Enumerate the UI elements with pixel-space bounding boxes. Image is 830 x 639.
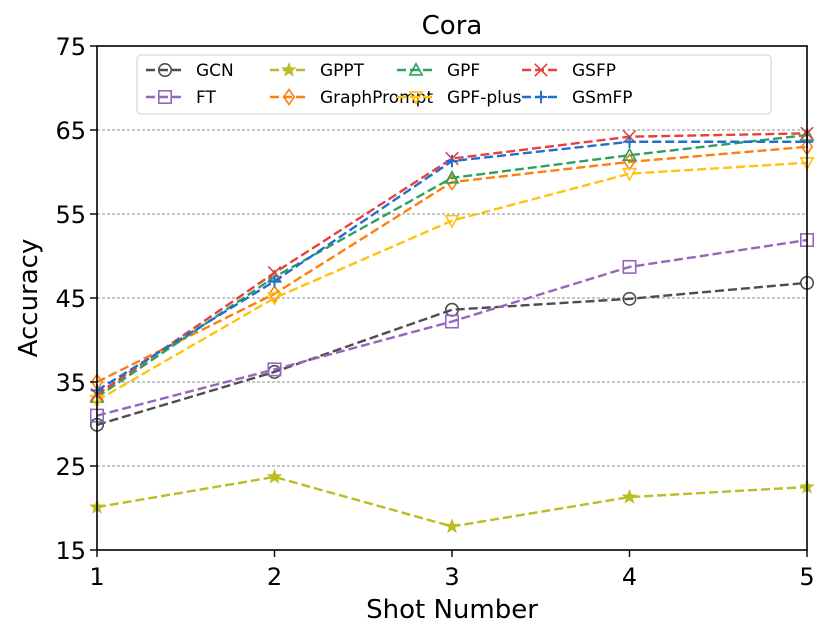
legend-box: [136, 54, 772, 115]
x-tick-label-4: 4: [622, 563, 637, 591]
point-gsmfp-3: [445, 154, 459, 168]
point-graphprompt-2: [268, 284, 281, 303]
x-axis-label: Shot Number: [366, 595, 538, 625]
series-line-gsfp: [96, 132, 808, 396]
legend-label-gppt: GPPT: [320, 61, 365, 81]
legend-item-gppt: GPPT: [270, 61, 365, 81]
legend-marker-gcn: [158, 62, 173, 77]
legend-marker-gsfp: [534, 63, 548, 77]
point-ft-4: [622, 259, 637, 274]
legend-item-gcn: GCN: [146, 61, 234, 81]
point-gpf-3: [444, 170, 460, 184]
y-tick-label-35: 35: [55, 369, 86, 397]
legend-label-graphprompt: GraphPrompt: [320, 88, 433, 108]
point-gppt-2: [266, 468, 283, 484]
y-tick-label-55: 55: [55, 201, 86, 229]
legend-marker-gpf-plus: [408, 91, 424, 105]
point-gppt-3: [444, 518, 460, 534]
legend-label-gpf-plus: GPF-plus: [447, 88, 522, 108]
y-tick-label-75: 75: [55, 33, 86, 61]
y-tick-label-15: 15: [55, 537, 86, 565]
legend-label-gsmfp: GSmFP: [572, 88, 633, 108]
legend-item-graphprompt: GraphPrompt: [270, 88, 433, 108]
legend-label-gsfp: GSFP: [572, 61, 616, 81]
legend-marker-gppt: [281, 61, 297, 77]
legend-marker-graphprompt: [282, 88, 296, 106]
series-line-ft: [96, 238, 808, 417]
point-ft-2: [267, 362, 282, 377]
point-gpf-4: [621, 147, 638, 161]
legend-label-gpf: GPF: [447, 61, 480, 81]
x-tick-label-3: 3: [444, 563, 459, 591]
point-gsmfp-2: [268, 275, 281, 288]
series-lines: [89, 126, 815, 534]
series-gcn: [90, 275, 814, 432]
x-tick-label-2: 2: [267, 563, 282, 591]
legend-item-gsmfp: GSmFP: [522, 88, 633, 108]
series-gppt: [89, 468, 815, 534]
legend-item-ft: FT: [146, 88, 216, 108]
legend-marker-ft: [158, 90, 173, 105]
y-tick-label-65: 65: [55, 117, 86, 145]
point-gpf-plus-3: [444, 214, 460, 229]
series-line-gpf: [96, 133, 808, 399]
x-tick-label-5: 5: [799, 563, 814, 591]
legend-item-gsfp: GSFP: [522, 61, 616, 81]
legend-item-gpf-plus: GPF-plus: [397, 88, 522, 108]
legend-label-gcn: GCN: [196, 61, 234, 81]
y-tick-label-25: 25: [55, 453, 86, 481]
legend-label-ft: FT: [196, 88, 216, 108]
point-gcn-4: [622, 291, 637, 306]
y-axis-label: Accuracy: [14, 239, 44, 358]
grid-lines: [97, 129, 807, 467]
point-gpf-plus-4: [621, 167, 638, 182]
x-tick-label-1: 1: [89, 563, 104, 591]
point-gsmfp-4: [623, 135, 636, 148]
legend-item-gpf: GPF: [397, 61, 480, 81]
point-gpf-plus-2: [266, 292, 283, 306]
legend-marker-gsmfp: [534, 90, 548, 104]
legend: GCN FT GPPT GraphPrompt GPF GPF-plus GSFP GSmFP: [136, 54, 772, 115]
point-gppt-4: [621, 488, 638, 504]
series-gpf-plus: [89, 157, 815, 409]
series-line-gpf-plus: [96, 161, 808, 402]
chart-title: Cora: [422, 11, 483, 41]
legend-marker-gpf: [408, 62, 424, 76]
y-tick-label-45: 45: [55, 285, 86, 313]
point-gsfp-2: [267, 266, 282, 280]
point-ft-3: [444, 314, 459, 329]
series-line-gcn: [96, 281, 808, 426]
